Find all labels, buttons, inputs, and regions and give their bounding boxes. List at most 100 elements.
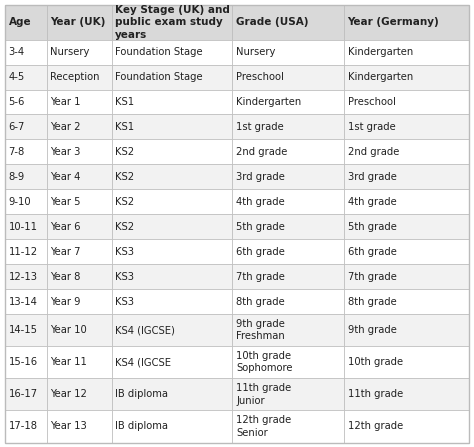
Text: 3rd grade: 3rd grade <box>347 172 397 182</box>
Bar <box>46 64 111 89</box>
Text: Year 7: Year 7 <box>50 247 81 257</box>
Text: Preschool: Preschool <box>347 97 395 107</box>
Text: Year 6: Year 6 <box>50 222 81 232</box>
Text: 12th grade: 12th grade <box>347 422 403 431</box>
Text: KS3: KS3 <box>115 296 134 307</box>
Bar <box>5 264 46 289</box>
Text: 12-13: 12-13 <box>9 272 37 282</box>
Bar <box>232 5 344 40</box>
Text: 16-17: 16-17 <box>9 389 37 399</box>
Text: Year 8: Year 8 <box>50 272 81 282</box>
Text: 12th grade
Senior: 12th grade Senior <box>236 415 292 438</box>
Text: Nursery: Nursery <box>50 47 90 57</box>
Bar <box>46 410 111 443</box>
Bar <box>5 346 46 378</box>
Text: 1st grade: 1st grade <box>347 122 395 132</box>
Bar <box>46 239 111 264</box>
Bar <box>344 5 469 40</box>
Text: 7th grade: 7th grade <box>347 272 397 282</box>
Text: KS1: KS1 <box>115 97 135 107</box>
Bar <box>232 239 344 264</box>
Bar <box>111 189 232 214</box>
Bar <box>46 114 111 139</box>
Bar <box>111 239 232 264</box>
Text: Year 13: Year 13 <box>50 422 87 431</box>
Bar <box>232 289 344 314</box>
Bar <box>232 114 344 139</box>
Bar <box>344 89 469 114</box>
Text: 7-8: 7-8 <box>9 147 25 157</box>
Bar <box>5 164 46 189</box>
Text: Grade (USA): Grade (USA) <box>236 17 309 27</box>
Text: KS2: KS2 <box>115 197 135 207</box>
Bar <box>232 164 344 189</box>
Bar <box>232 40 344 64</box>
Text: 9th grade: 9th grade <box>347 325 397 335</box>
Text: 11th grade
Junior: 11th grade Junior <box>236 383 292 405</box>
Text: KS4 (IGCSE): KS4 (IGCSE) <box>115 325 175 335</box>
Text: Foundation Stage: Foundation Stage <box>115 72 203 82</box>
Text: Reception: Reception <box>50 72 100 82</box>
Bar <box>344 139 469 164</box>
Bar <box>5 5 46 40</box>
Text: Kindergarten: Kindergarten <box>347 72 413 82</box>
Text: 14-15: 14-15 <box>9 325 37 335</box>
Bar <box>344 314 469 346</box>
Text: 7th grade: 7th grade <box>236 272 285 282</box>
Text: 6th grade: 6th grade <box>347 247 397 257</box>
Text: Nursery: Nursery <box>236 47 275 57</box>
Bar <box>344 64 469 89</box>
Bar <box>344 189 469 214</box>
Text: IB diploma: IB diploma <box>115 389 168 399</box>
Text: 1st grade: 1st grade <box>236 122 284 132</box>
Bar <box>46 264 111 289</box>
Bar <box>232 189 344 214</box>
Text: 11-12: 11-12 <box>9 247 37 257</box>
Text: Year 10: Year 10 <box>50 325 87 335</box>
Bar <box>232 346 344 378</box>
Bar <box>5 114 46 139</box>
Bar <box>46 378 111 410</box>
Text: 9-10: 9-10 <box>9 197 31 207</box>
Text: Key Stage (UK) and
public exam study
years: Key Stage (UK) and public exam study yea… <box>115 5 230 40</box>
Bar <box>111 264 232 289</box>
Bar <box>5 378 46 410</box>
Bar <box>344 264 469 289</box>
Bar <box>111 410 232 443</box>
Bar <box>5 410 46 443</box>
Bar <box>111 314 232 346</box>
Text: 4th grade: 4th grade <box>347 197 396 207</box>
Text: 10th grade
Sophomore: 10th grade Sophomore <box>236 351 292 373</box>
Text: KS3: KS3 <box>115 247 134 257</box>
Text: Year 5: Year 5 <box>50 197 81 207</box>
Text: Preschool: Preschool <box>236 72 284 82</box>
Text: Year 9: Year 9 <box>50 296 81 307</box>
Bar <box>46 5 111 40</box>
Bar <box>111 114 232 139</box>
Text: Year (UK): Year (UK) <box>50 17 106 27</box>
Bar <box>5 64 46 89</box>
Bar <box>5 139 46 164</box>
Bar <box>344 214 469 239</box>
Text: 5-6: 5-6 <box>9 97 25 107</box>
Bar <box>344 164 469 189</box>
Bar <box>232 410 344 443</box>
Text: 5th grade: 5th grade <box>236 222 285 232</box>
Text: 2nd grade: 2nd grade <box>236 147 288 157</box>
Bar <box>232 64 344 89</box>
Bar <box>5 40 46 64</box>
Bar <box>111 378 232 410</box>
Text: 10-11: 10-11 <box>9 222 37 232</box>
Bar <box>344 410 469 443</box>
Text: 8th grade: 8th grade <box>236 296 285 307</box>
Bar <box>111 214 232 239</box>
Text: Foundation Stage: Foundation Stage <box>115 47 203 57</box>
Bar <box>232 89 344 114</box>
Bar <box>344 239 469 264</box>
Text: 3rd grade: 3rd grade <box>236 172 285 182</box>
Text: KS1: KS1 <box>115 122 135 132</box>
Bar <box>46 189 111 214</box>
Text: KS2: KS2 <box>115 147 135 157</box>
Bar <box>344 289 469 314</box>
Bar <box>344 346 469 378</box>
